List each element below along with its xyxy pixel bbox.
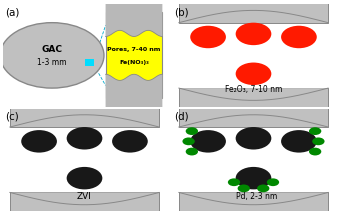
Circle shape — [186, 127, 198, 135]
Text: (b): (b) — [174, 7, 189, 17]
Text: Pd, 2-3 nm: Pd, 2-3 nm — [236, 192, 277, 201]
FancyBboxPatch shape — [179, 2, 328, 23]
Circle shape — [267, 178, 279, 186]
Circle shape — [67, 127, 102, 150]
Text: ZVI: ZVI — [77, 192, 92, 201]
Circle shape — [309, 148, 321, 155]
Circle shape — [112, 130, 148, 153]
Circle shape — [183, 137, 195, 145]
Text: (a): (a) — [5, 7, 19, 17]
Circle shape — [67, 167, 102, 189]
Circle shape — [236, 167, 271, 189]
Circle shape — [281, 26, 317, 48]
Circle shape — [236, 23, 271, 45]
Circle shape — [186, 148, 198, 155]
Text: Fe(NO₃)₃: Fe(NO₃)₃ — [119, 60, 149, 65]
Text: Fe₂O₃, 7-10 nm: Fe₂O₃, 7-10 nm — [225, 85, 282, 94]
Circle shape — [236, 63, 271, 85]
Circle shape — [309, 127, 321, 135]
Circle shape — [0, 23, 104, 88]
Circle shape — [236, 127, 271, 150]
Text: GAC: GAC — [42, 45, 63, 54]
Circle shape — [238, 184, 250, 192]
FancyBboxPatch shape — [179, 88, 328, 109]
Circle shape — [281, 130, 317, 153]
Text: (c): (c) — [5, 112, 19, 122]
Circle shape — [190, 130, 226, 153]
Bar — [84, 59, 94, 66]
Circle shape — [21, 130, 57, 153]
Circle shape — [190, 26, 226, 48]
FancyBboxPatch shape — [179, 106, 328, 127]
Text: Pores, 7-40 nm: Pores, 7-40 nm — [107, 47, 161, 52]
Circle shape — [228, 178, 240, 186]
Circle shape — [312, 137, 324, 145]
Circle shape — [257, 184, 269, 192]
FancyBboxPatch shape — [105, 12, 162, 98]
FancyBboxPatch shape — [179, 193, 328, 213]
FancyBboxPatch shape — [10, 193, 159, 213]
Text: 1-3 mm: 1-3 mm — [37, 58, 67, 67]
FancyBboxPatch shape — [10, 106, 159, 127]
Text: (d): (d) — [174, 112, 189, 122]
